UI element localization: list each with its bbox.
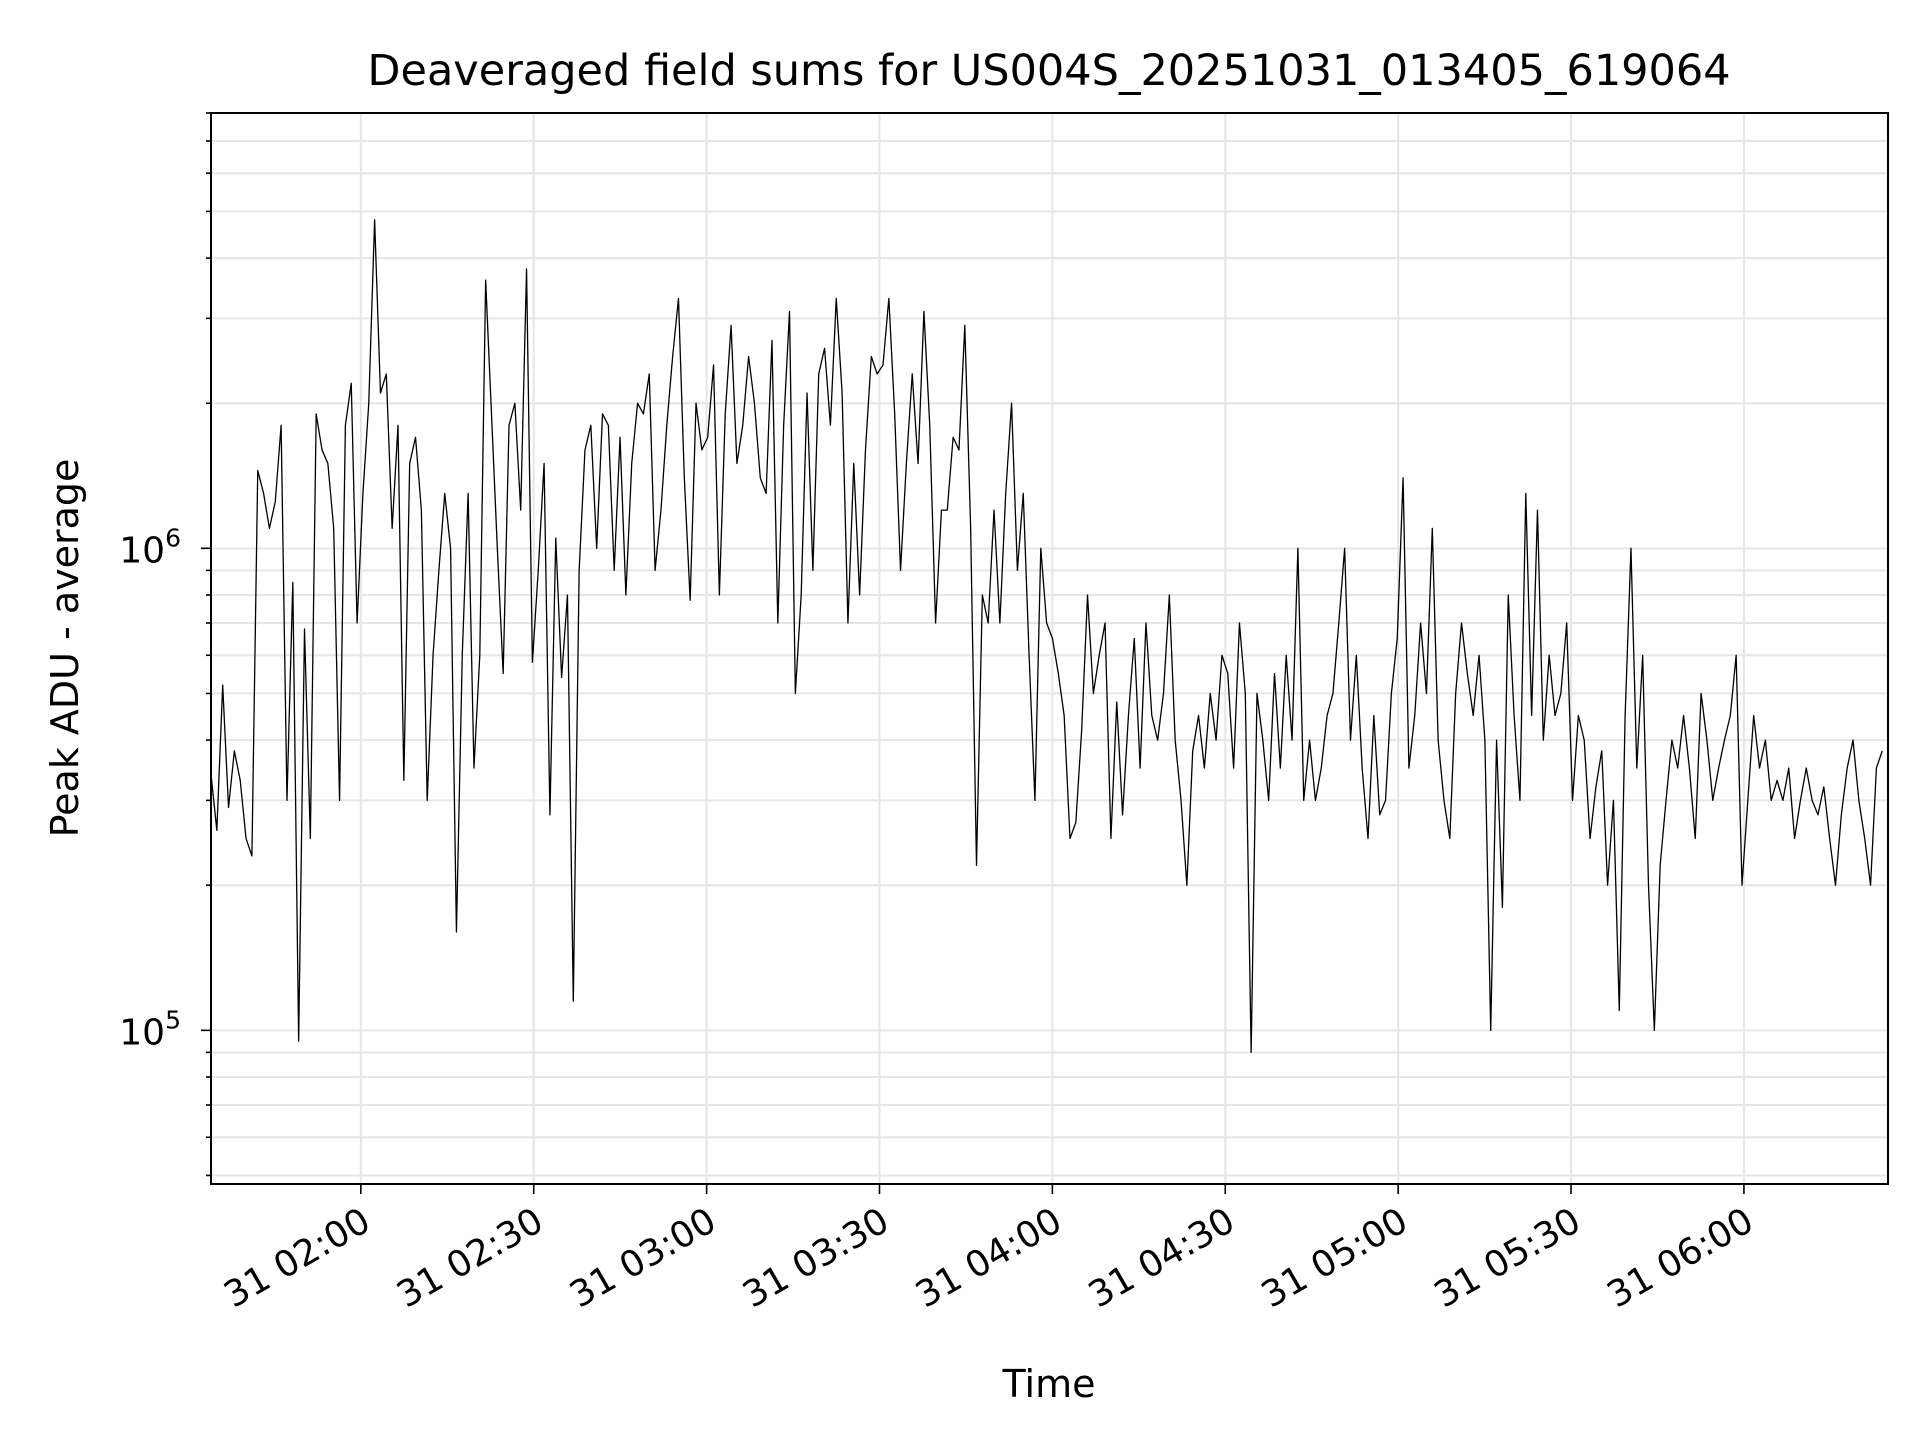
x-tick-label: 31 03:30: [736, 1200, 896, 1316]
chart-title: Deaveraged field sums for US004S_2025103…: [367, 46, 1730, 96]
x-tick-label: 31 04:00: [909, 1200, 1069, 1316]
plot-area: [210, 219, 1883, 1054]
x-tick-label: 31 02:00: [217, 1200, 377, 1316]
x-tick-label: 31 03:00: [563, 1200, 723, 1316]
y-tick-label: 105: [119, 1005, 181, 1053]
series-line: [210, 219, 1883, 1054]
x-tick-label: 31 04:30: [1082, 1200, 1242, 1316]
plot-frame: [210, 112, 1889, 1185]
x-tick-label: 31 02:30: [390, 1200, 550, 1316]
x-tick-label: 31 06:00: [1600, 1200, 1760, 1316]
y-axis-label: Peak ADU - average: [43, 459, 87, 838]
x-axis-label: Time: [1002, 1362, 1096, 1406]
y-tick-label: 106: [119, 523, 181, 571]
x-tick-label: 31 05:30: [1428, 1200, 1588, 1316]
x-tick-label: 31 05:00: [1255, 1200, 1415, 1316]
